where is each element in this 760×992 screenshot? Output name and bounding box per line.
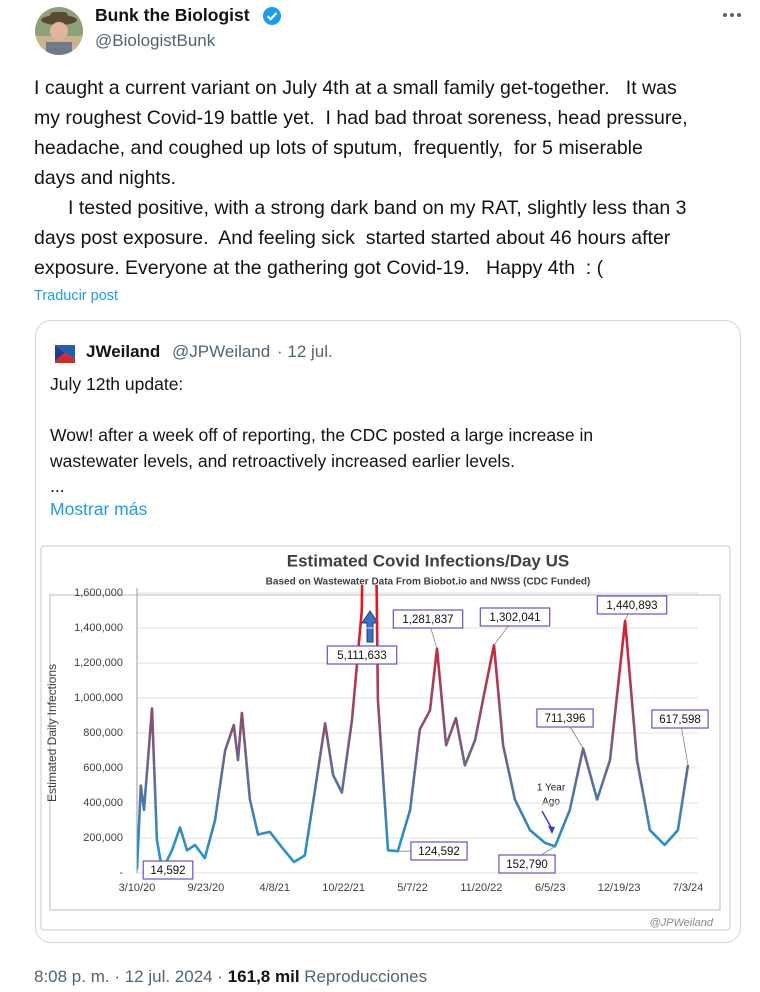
post-time: 8:08 p. m. · 12 jul. 2024 · bbox=[34, 967, 228, 986]
value-label: 152,790 bbox=[506, 859, 548, 871]
tweet-text-line: days post exposure. And feeling sick sta… bbox=[34, 227, 671, 249]
chart-title: Estimated Covid Infections/Day US bbox=[287, 551, 569, 570]
y-tick-label: 1,200,000 bbox=[74, 657, 123, 669]
tweet-text-line: headache, and coughed up lots of sputum,… bbox=[34, 137, 643, 159]
y-tick-label: 600,000 bbox=[83, 762, 123, 774]
y-tick-label: 1,000,000 bbox=[74, 692, 123, 704]
chart-frame bbox=[40, 545, 731, 931]
author-name[interactable]: Bunk the Biologist bbox=[95, 5, 250, 25]
quote-text: Wow! after a week off of reporting, the … bbox=[50, 425, 594, 445]
x-tick-label: 7/3/24 bbox=[673, 882, 704, 894]
quote-handle[interactable]: @JPWeiland bbox=[172, 342, 271, 361]
value-label: 5,111,633 bbox=[337, 650, 386, 662]
off-scale-arrow bbox=[361, 610, 379, 643]
value-label-box bbox=[479, 607, 551, 627]
y-tick-label: - bbox=[119, 867, 123, 879]
plot-area bbox=[137, 585, 690, 872]
value-label-box bbox=[326, 645, 398, 665]
value-label-box bbox=[498, 854, 556, 874]
value-label: 1,281,837 bbox=[402, 614, 453, 626]
quote-date: · 12 jul. bbox=[277, 342, 333, 361]
views-label: Reproducciones bbox=[299, 967, 428, 986]
quote-card[interactable] bbox=[35, 320, 741, 943]
annotation-arrow-head bbox=[548, 826, 555, 834]
translate-link[interactable]: Traducir post bbox=[34, 288, 119, 304]
x-tick-label: 3/10/20 bbox=[119, 882, 156, 894]
x-tick-label: 11/20/22 bbox=[460, 882, 502, 894]
value-label: 617,598 bbox=[659, 714, 701, 726]
value-label-box bbox=[651, 709, 709, 729]
value-label: 711,396 bbox=[545, 713, 586, 725]
views-count: 161,8 mil bbox=[227, 967, 300, 986]
value-label: 124,592 bbox=[418, 846, 460, 858]
annotation: 1 Year bbox=[537, 783, 566, 794]
value-label-box bbox=[596, 595, 668, 615]
author-handle[interactable]: @BiologistBunk bbox=[95, 31, 216, 50]
footer: 8:08 p. m. · 12 jul. 2024 · 161,8 mil Re… bbox=[34, 967, 427, 987]
quote-text: July 12th update: bbox=[50, 374, 184, 394]
value-label: 1,440,893 bbox=[606, 600, 657, 612]
y-axis-label: Estimated Daily Infections bbox=[45, 664, 59, 802]
annotation: Ago bbox=[542, 797, 560, 808]
value-label-box bbox=[410, 841, 468, 861]
verified-badge bbox=[263, 7, 281, 25]
x-tick-label: 4/8/21 bbox=[259, 882, 290, 894]
data-line bbox=[137, 585, 690, 872]
value-label: 1,302,041 bbox=[489, 612, 540, 624]
tweet-text-line: I caught a current variant on July 4th a… bbox=[34, 77, 677, 99]
quote-avatar bbox=[53, 341, 77, 365]
show-more-link[interactable]: Mostrar más bbox=[50, 499, 148, 519]
quote-text: wastewater levels, and retroactively inc… bbox=[50, 451, 515, 471]
annotation-arrow bbox=[541, 810, 553, 830]
more-menu[interactable] bbox=[722, 8, 742, 22]
value-label-box bbox=[392, 609, 464, 629]
y-tick-label: 400,000 bbox=[83, 797, 123, 809]
y-tick-label: 1,400,000 bbox=[74, 622, 123, 634]
value-label: 14,592 bbox=[150, 865, 185, 877]
y-tick-label: 200,000 bbox=[83, 832, 123, 844]
y-tick-label: 1,600,000 bbox=[74, 587, 123, 599]
chart-subtitle: Based on Wastewater Data From Biobot.io … bbox=[266, 577, 591, 588]
x-tick-label: 10/22/21 bbox=[322, 882, 365, 894]
x-tick-label: 5/7/22 bbox=[397, 882, 428, 894]
avatar[interactable] bbox=[34, 6, 84, 56]
tweet-text-line: exposure. Everyone at the gathering got … bbox=[34, 257, 604, 279]
x-tick-label: 6/5/23 bbox=[535, 882, 566, 894]
tweet-text-line: days and nights. bbox=[34, 167, 177, 189]
watermark: @JPWeiland bbox=[649, 917, 713, 929]
value-label-box bbox=[142, 860, 194, 880]
chart: Estimated Covid Infections/Day US Based … bbox=[40, 545, 731, 931]
tweet-text-line: I tested positive, with a strong dark ba… bbox=[68, 197, 687, 219]
value-label-box bbox=[536, 708, 594, 728]
quote-text: ... bbox=[50, 476, 65, 496]
plot-frame bbox=[49, 594, 721, 911]
x-tick-label: 9/23/20 bbox=[188, 882, 225, 894]
tweet-text-line: my roughest Covid-19 battle yet. I had b… bbox=[34, 107, 688, 129]
y-tick-label: 800,000 bbox=[83, 727, 123, 739]
quote-name[interactable]: JWeiland bbox=[86, 342, 161, 361]
x-tick-label: 12/19/23 bbox=[598, 882, 641, 894]
